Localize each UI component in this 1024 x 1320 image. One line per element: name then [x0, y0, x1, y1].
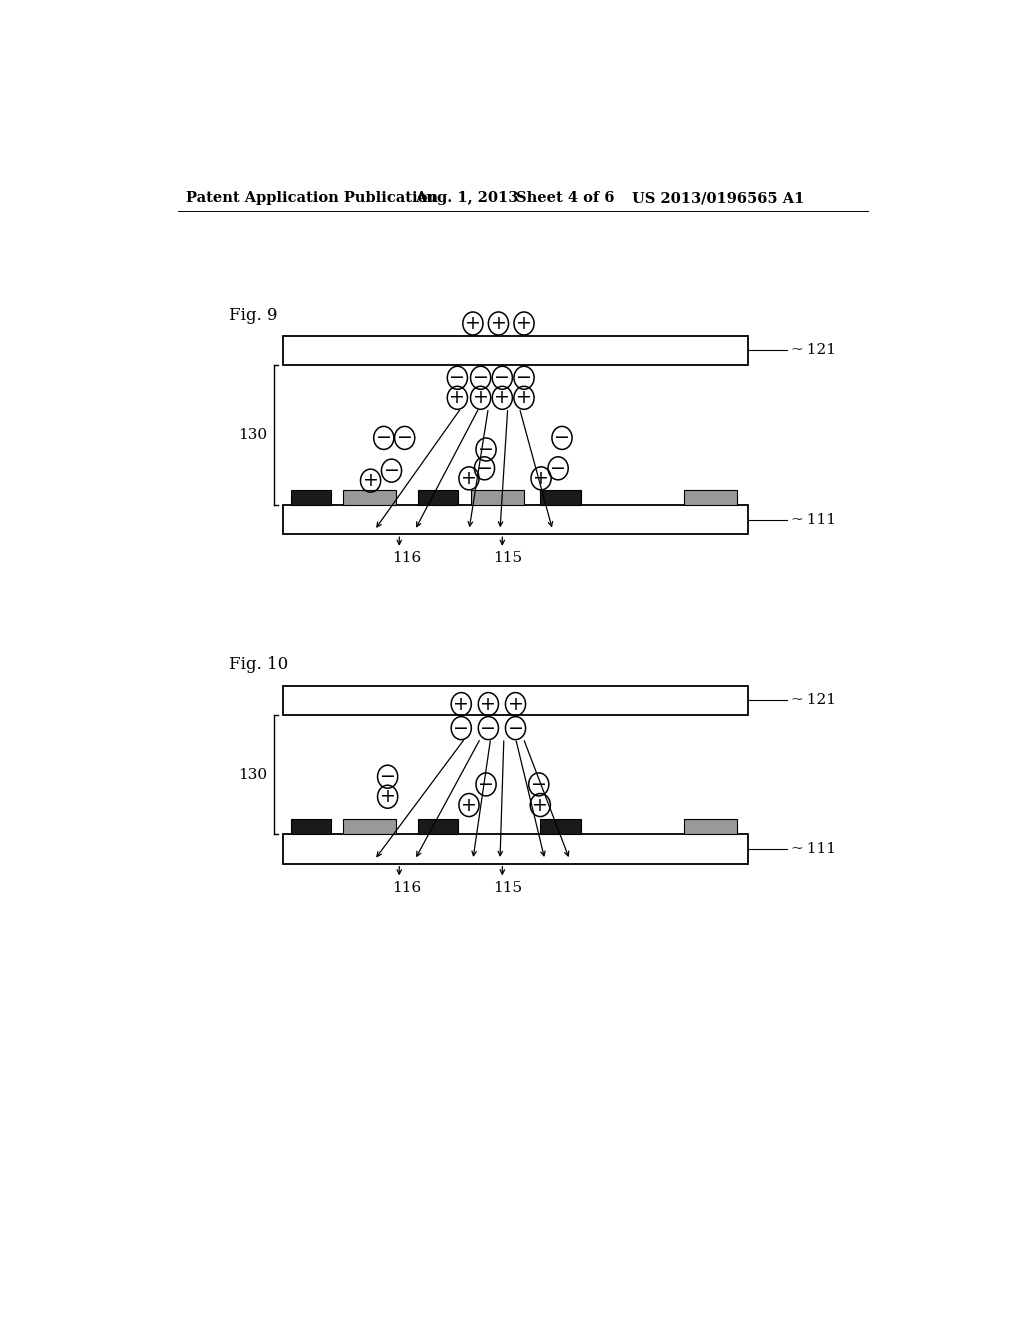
Bar	[283, 834, 748, 863]
Text: −: −	[550, 459, 566, 478]
Text: +: +	[362, 471, 379, 490]
Text: +: +	[473, 388, 488, 408]
Text: 116: 116	[392, 552, 422, 565]
Text: +: +	[454, 694, 469, 714]
Text: 130: 130	[239, 768, 267, 781]
Text: Sheet 4 of 6: Sheet 4 of 6	[515, 191, 614, 206]
Text: +: +	[516, 388, 531, 408]
Bar	[343, 490, 396, 504]
Bar	[684, 490, 737, 504]
Text: +: +	[380, 787, 395, 807]
Text: −: −	[476, 459, 493, 478]
Bar	[541, 490, 581, 504]
Text: ~ 111: ~ 111	[791, 512, 836, 527]
Text: −: −	[554, 429, 570, 447]
Text: +: +	[480, 694, 497, 714]
Text: +: +	[532, 796, 548, 814]
Text: −: −	[480, 718, 497, 738]
Text: +: +	[465, 314, 481, 333]
Text: Fig. 10: Fig. 10	[228, 656, 288, 673]
Text: −: −	[508, 718, 523, 738]
Bar	[418, 490, 458, 504]
Text: −: −	[380, 767, 395, 787]
Bar	[471, 490, 524, 504]
Text: 115: 115	[494, 880, 522, 895]
Text: −: −	[376, 429, 392, 447]
Text: −: −	[495, 368, 510, 387]
Text: −: −	[530, 775, 547, 793]
Text: +: +	[490, 314, 507, 333]
Bar	[283, 686, 748, 715]
Text: +: +	[461, 469, 477, 488]
Text: US 2013/0196565 A1: US 2013/0196565 A1	[632, 191, 804, 206]
Text: Fig. 9: Fig. 9	[228, 308, 278, 323]
Bar	[684, 818, 737, 834]
Text: −: −	[478, 440, 494, 459]
Text: +: +	[495, 388, 510, 408]
Text: Aug. 1, 2013: Aug. 1, 2013	[415, 191, 518, 206]
Bar	[291, 490, 331, 504]
Bar	[418, 818, 458, 834]
Text: 130: 130	[239, 428, 267, 442]
Bar	[291, 818, 331, 834]
Text: +: +	[508, 694, 523, 714]
Bar	[343, 818, 396, 834]
Text: ~ 111: ~ 111	[791, 842, 836, 857]
Text: −: −	[450, 368, 465, 387]
Text: +: +	[534, 469, 549, 488]
Text: 115: 115	[494, 552, 522, 565]
Text: 116: 116	[392, 880, 422, 895]
Text: ~ 121: ~ 121	[791, 343, 836, 358]
Text: ~ 121: ~ 121	[791, 693, 836, 708]
Text: −: −	[473, 368, 488, 387]
Bar	[283, 506, 748, 535]
Text: −: −	[384, 461, 399, 480]
Text: −: −	[396, 429, 413, 447]
Text: +: +	[450, 388, 465, 408]
Text: −: −	[478, 775, 494, 793]
Bar	[283, 335, 748, 364]
Bar	[541, 818, 581, 834]
Text: Patent Application Publication: Patent Application Publication	[186, 191, 438, 206]
Text: −: −	[516, 368, 531, 387]
Text: +: +	[516, 314, 531, 333]
Text: +: +	[461, 796, 477, 814]
Text: −: −	[454, 718, 469, 738]
